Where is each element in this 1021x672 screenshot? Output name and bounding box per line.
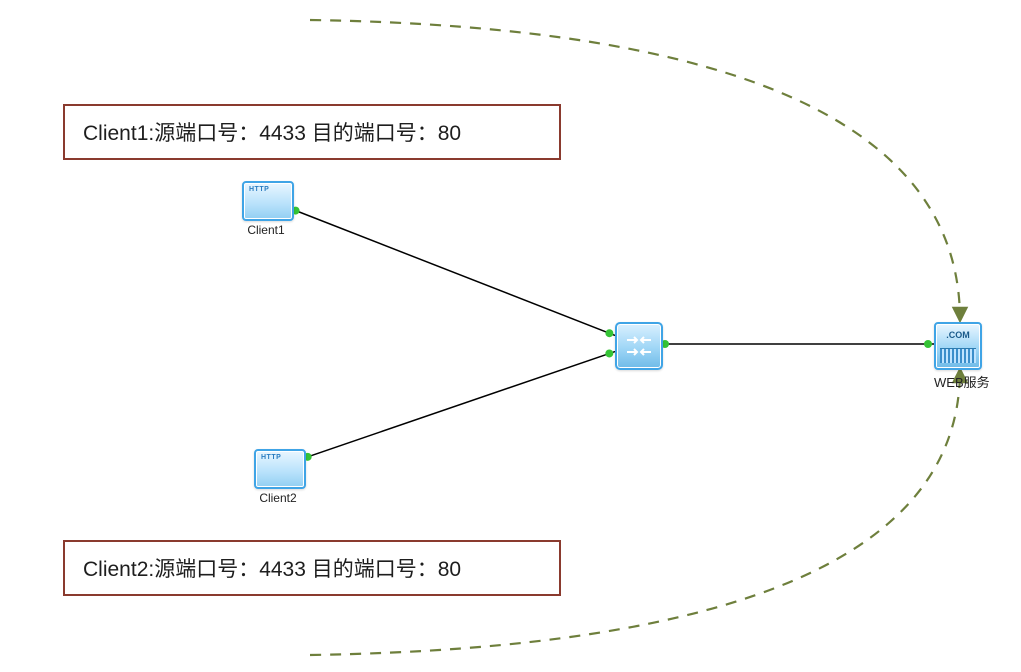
ports-group [292, 207, 932, 461]
client2-node: Client2 [254, 449, 302, 505]
port-marker [605, 349, 613, 357]
edges-group [290, 208, 934, 458]
edge [302, 352, 615, 459]
client1-node: Client1 [242, 181, 290, 237]
client-icon [254, 449, 306, 489]
switch-node [615, 322, 659, 370]
server-icon: .COM [934, 322, 982, 370]
server-bars-icon [940, 348, 976, 363]
port-marker [924, 340, 932, 348]
client-icon [242, 181, 294, 221]
client2-callout-text: Client2:源端口号：4433 目的端口号：80 [83, 553, 461, 583]
web-server-node: .COM WEB服务 [934, 322, 978, 391]
client2-label: Client2 [254, 491, 302, 505]
server-com-text: .COM [936, 330, 980, 340]
switch-icon [615, 322, 663, 370]
diagram-canvas: Client1 Client2 .COM WEB服务 Client1 [0, 0, 1021, 672]
client1-callout-text: Client1:源端口号：4433 目的端口号：80 [83, 117, 461, 147]
edge [290, 208, 615, 335]
client1-label: Client1 [242, 223, 290, 237]
flow-arc [310, 370, 960, 655]
web-server-label: WEB服务 [934, 372, 978, 391]
port-marker [605, 329, 613, 337]
client2-callout: Client2:源端口号：4433 目的端口号：80 [63, 540, 561, 596]
flow-arc [310, 20, 960, 320]
client1-callout: Client1:源端口号：4433 目的端口号：80 [63, 104, 561, 160]
